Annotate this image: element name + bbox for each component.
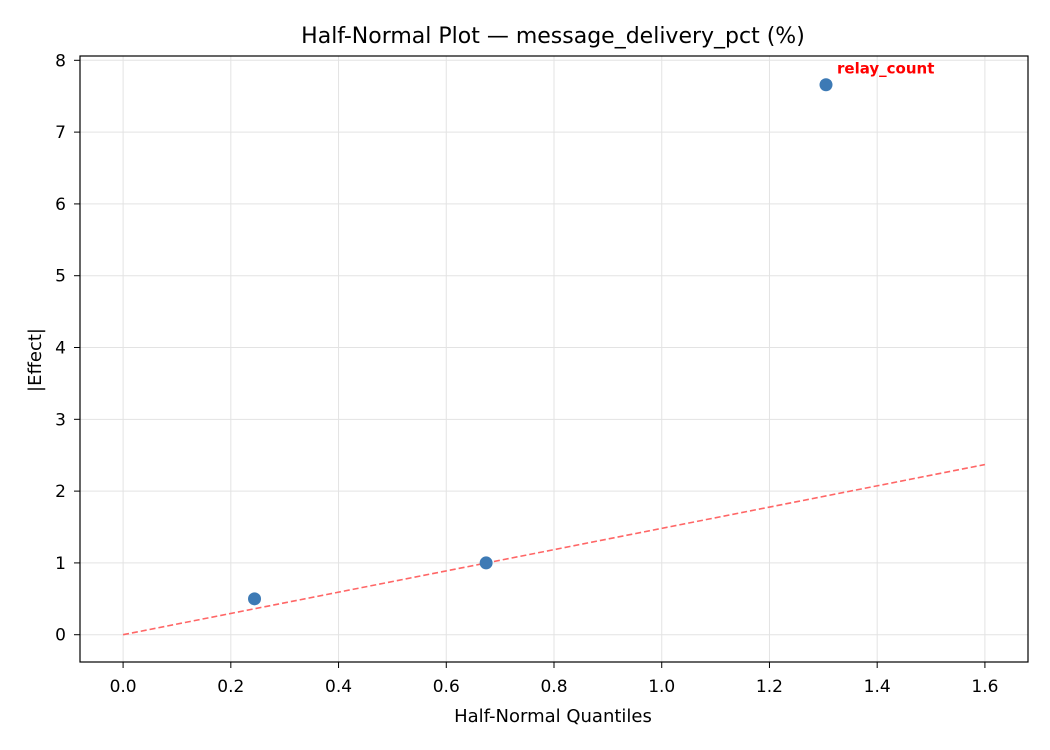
x-axis-label: Half-Normal Quantiles xyxy=(454,706,652,727)
x-tick-label: 0.4 xyxy=(325,677,352,697)
y-axis-label: |Effect| xyxy=(25,328,46,392)
y-tick-label: 5 xyxy=(55,267,66,287)
y-tick-label: 6 xyxy=(55,195,66,215)
y-tick-label: 1 xyxy=(55,554,66,574)
chart-title: Half-Normal Plot — message_delivery_pct … xyxy=(301,24,805,49)
point-annotation: relay_count xyxy=(837,60,934,78)
reference-line xyxy=(122,463,986,636)
data-point xyxy=(479,556,493,570)
annotations: relay_count xyxy=(837,60,934,78)
x-tick-label: 0.8 xyxy=(540,677,567,697)
x-tick-label: 0.6 xyxy=(433,677,460,697)
x-axis-ticks: 0.0 0.2 0.4 0.6 0.8 1.0 1.2 1.4 1.6 xyxy=(110,662,998,697)
y-tick-label: 8 xyxy=(55,51,66,71)
x-tick-label: 0.0 xyxy=(110,677,137,697)
grid-lines xyxy=(80,56,1028,662)
reference-line-layer xyxy=(122,463,986,636)
data-points xyxy=(248,78,833,606)
y-tick-label: 4 xyxy=(55,339,66,359)
y-tick-label: 7 xyxy=(55,123,66,143)
x-tick-label: 1.6 xyxy=(971,677,998,697)
x-tick-label: 1.4 xyxy=(864,677,891,697)
y-tick-label: 0 xyxy=(55,626,66,646)
x-tick-label: 0.2 xyxy=(217,677,244,697)
data-point xyxy=(819,78,833,92)
data-point xyxy=(248,592,262,606)
y-tick-label: 2 xyxy=(55,482,66,502)
x-tick-label: 1.2 xyxy=(756,677,783,697)
x-tick-label: 1.0 xyxy=(648,677,675,697)
y-axis-ticks: 0 1 2 3 4 5 6 7 8 xyxy=(55,51,80,646)
y-tick-label: 3 xyxy=(55,410,66,430)
